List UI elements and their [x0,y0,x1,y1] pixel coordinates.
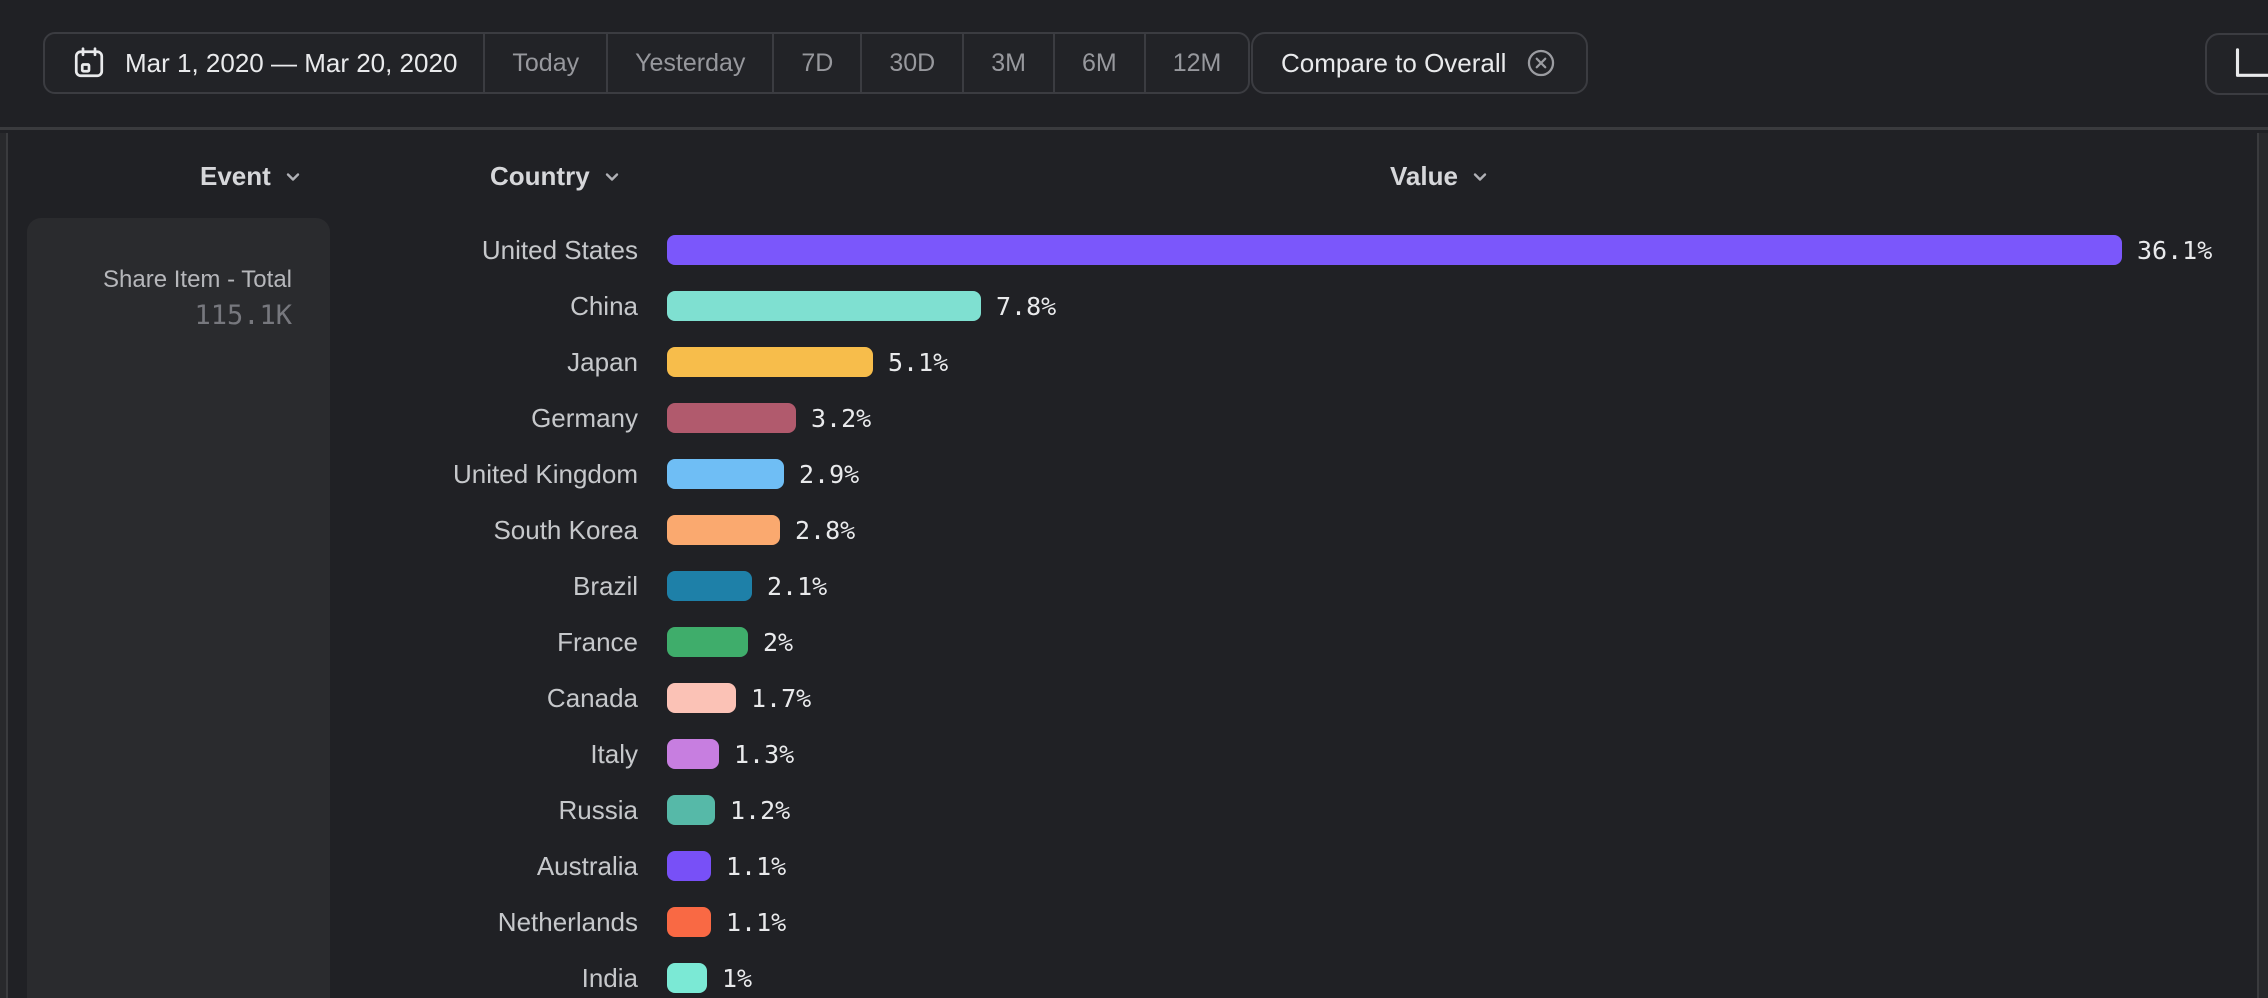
table-row: South Korea 2.8% [0,502,2268,558]
table-row: Germany 3.2% [0,390,2268,446]
table-row: United Kingdom 2.9% [0,446,2268,502]
left-panel-edge [0,133,8,998]
value-percent-label: 36.1% [2137,235,2213,265]
table-row: Russia 1.2% [0,782,2268,838]
table-row: Netherlands 1.1% [0,894,2268,950]
country-label: China [570,290,638,321]
bar-chart-view-button[interactable] [2205,33,2268,95]
chevron-down-icon [1470,167,1490,187]
country-label: France [557,626,638,657]
right-panel-edge [2257,133,2268,998]
event-header-label: Event [200,161,271,191]
country-label: Canada [546,682,638,713]
country-label: Brazil [572,570,638,601]
chevron-down-icon [602,167,622,187]
preset-6m-button[interactable]: 6M [1052,34,1144,92]
report-content: Event Country Value Share Item - Total 1… [0,133,2268,998]
table-row: France 2% [0,614,2268,670]
table-row: Australia 1.1% [0,838,2268,894]
value-percent-label: 7.8% [996,291,1057,321]
column-header-value[interactable]: Value [1390,161,1490,192]
value-percent-label: 3.2% [811,403,872,433]
preset-12m-button[interactable]: 12M [1143,34,1249,92]
event-summary-card[interactable]: Share Item - Total 115.1K [27,218,330,998]
bar-chart-axis-icon [2233,47,2268,81]
table-row: United States 36.1% [0,222,2268,278]
table-row: Canada 1.7% [0,670,2268,726]
value-bar[interactable] [667,963,707,993]
value-percent-label: 2.8% [795,515,856,545]
value-percent-label: 1.3% [734,739,795,769]
value-percent-label: 2.1% [767,571,828,601]
value-header-label: Value [1390,161,1458,191]
value-percent-label: 1.1% [726,907,787,937]
date-range-label: Mar 1, 2020 — Mar 20, 2020 [125,47,458,78]
country-label: South Korea [493,514,638,545]
value-percent-label: 1% [722,963,753,993]
value-bar[interactable] [667,739,719,769]
chevron-down-icon [283,167,303,187]
preset-3m-button[interactable]: 3M [962,34,1053,92]
value-bar[interactable] [667,627,748,657]
value-percent-label: 2.9% [799,459,860,489]
country-label: United States [481,234,638,265]
toolbar: Mar 1, 2020 — Mar 20, 2020 Today Yesterd… [0,0,2268,130]
country-label: Netherlands [497,906,638,937]
value-bar[interactable] [667,851,711,881]
country-label: Australia [536,850,638,881]
event-total-count: 115.1K [194,300,292,331]
value-percent-label: 5.1% [888,347,949,377]
value-bar[interactable] [667,683,736,713]
column-header-event[interactable]: Event [200,161,303,192]
table-row: India 1% [0,950,2268,998]
value-bar[interactable] [667,571,752,601]
event-name: Share Item - Total [103,266,292,293]
value-bar[interactable] [667,403,796,433]
value-percent-label: 2% [763,627,794,657]
bar-rows: United States 36.1% China 7.8% Japan 5.1… [0,222,2268,998]
value-bar[interactable] [667,459,784,489]
value-bar[interactable] [667,515,780,545]
country-header-label: Country [490,161,590,191]
table-row: China 7.8% [0,278,2268,334]
preset-7d-button[interactable]: 7D [772,34,860,92]
dismiss-circle-icon[interactable] [1524,46,1558,80]
value-percent-label: 1.1% [726,851,787,881]
value-bar[interactable] [667,347,873,377]
value-bar[interactable] [667,795,715,825]
value-bar[interactable] [667,291,981,321]
country-label: Russia [558,794,638,825]
value-percent-label: 1.2% [730,795,791,825]
country-label: India [581,962,638,993]
country-label: United Kingdom [453,458,638,489]
compare-to-overall-label: Compare to Overall [1281,47,1507,78]
country-label: Italy [590,738,638,769]
table-row: Brazil 2.1% [0,558,2268,614]
column-header-country[interactable]: Country [490,161,622,192]
value-percent-label: 1.7% [751,683,812,713]
calendar-icon [71,45,107,81]
preset-30d-button[interactable]: 30D [860,34,962,92]
preset-today-button[interactable]: Today [483,34,606,92]
value-bar[interactable] [667,907,711,937]
preset-yesterday-button[interactable]: Yesterday [606,34,772,92]
date-range-picker[interactable]: Mar 1, 2020 — Mar 20, 2020 [45,34,483,92]
country-label: Germany [531,402,638,433]
country-label: Japan [567,346,638,377]
compare-to-overall-chip[interactable]: Compare to Overall [1251,32,1589,94]
date-range-segmented-control: Mar 1, 2020 — Mar 20, 2020 Today Yesterd… [43,32,1251,94]
table-row: Italy 1.3% [0,726,2268,782]
table-row: Japan 5.1% [0,334,2268,390]
value-bar[interactable] [667,235,2122,265]
